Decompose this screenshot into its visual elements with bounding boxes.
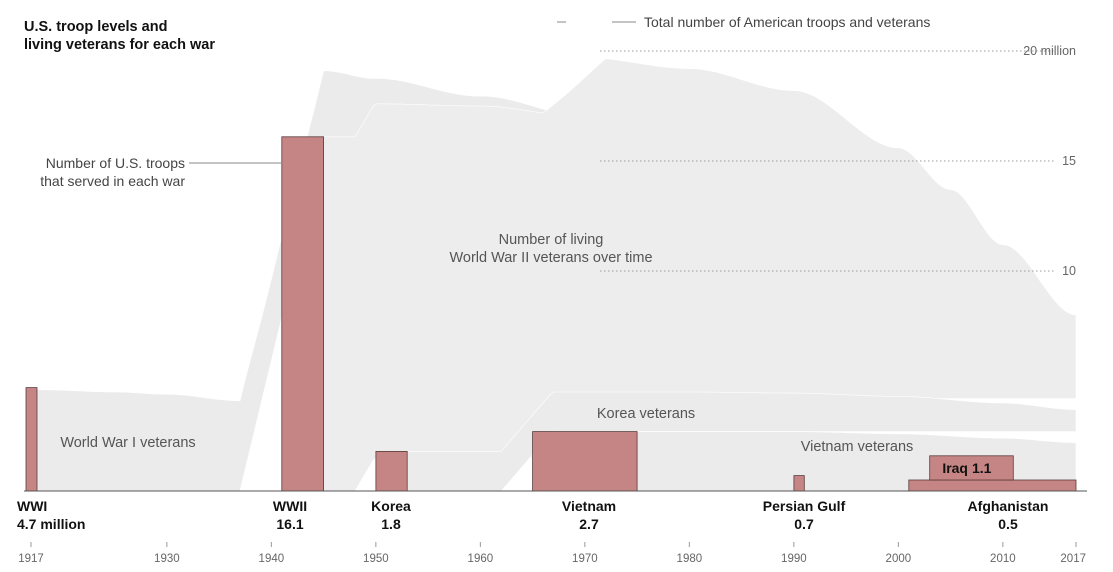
- war-value-vietnam: 2.7: [579, 516, 599, 532]
- y-tick-label-20: 20 million: [1023, 44, 1076, 58]
- war-name-iraq: Iraq: [942, 460, 968, 476]
- bands-layer: [35, 58, 1077, 492]
- war-value-persian-gulf: 0.7: [794, 516, 814, 532]
- troops-annotation-line2: that served in each war: [40, 173, 185, 189]
- x-tick-label-1970: 1970: [572, 553, 598, 565]
- x-tick-label-1960: 1960: [468, 553, 494, 565]
- war-value-korea: 1.8: [381, 516, 401, 532]
- war-name-persian-gulf: Persian Gulf: [763, 498, 846, 514]
- war-value-wwi: 4.7 million: [17, 516, 85, 532]
- wwi-veterans-label: World War I veterans: [60, 435, 195, 451]
- x-axis: 1917 1930 1940 1950 1960 1970 1980 1990 2000 2010…: [18, 542, 1086, 565]
- war-name-vietnam: Vietnam: [562, 498, 616, 514]
- x-tick-label-2000: 2000: [886, 553, 912, 565]
- x-tick-label-1990: 1990: [781, 553, 807, 565]
- bar-vietnam: [532, 431, 638, 492]
- bar-iraq: [929, 455, 1014, 481]
- wwii-veterans-label-line2: World War II veterans over time: [449, 250, 652, 266]
- x-tick-label-1980: 1980: [677, 553, 703, 565]
- x-tick-label-1930: 1930: [154, 553, 180, 565]
- bar-afghanistan: [908, 479, 1077, 492]
- wwii-veterans-label-line1: Number of living: [499, 232, 604, 248]
- x-tick-label-1940: 1940: [259, 553, 285, 565]
- war-name-korea: Korea: [371, 498, 411, 514]
- war-name-afghanistan: Afghanistan: [968, 498, 1049, 514]
- bars-layer: [25, 136, 1077, 492]
- war-value-afghanistan: 0.5: [998, 516, 1018, 532]
- x-tick-label-1950: 1950: [363, 553, 389, 565]
- korea-veterans-label: Korea veterans: [597, 406, 695, 422]
- bar-wwi: [25, 387, 38, 492]
- bar-wwii: [281, 136, 324, 492]
- war-value-iraq: 1.1: [972, 460, 992, 476]
- war-name-wwi: WWI: [17, 498, 47, 514]
- troops-annotation-line1: Number of U.S. troops: [46, 155, 185, 171]
- total-annotation: Total number of American troops and vete…: [644, 14, 930, 30]
- y-tick-label-10: 10: [1062, 264, 1076, 278]
- y-ticks-layer: 10 15 20 million: [600, 44, 1076, 278]
- war-name-wwii: WWII: [273, 498, 307, 514]
- x-tick-label-2010: 2010: [990, 553, 1016, 565]
- chart-title-line1: U.S. troop levels and: [24, 19, 167, 35]
- y-tick-label-15: 15: [1062, 154, 1076, 168]
- bar-korea: [375, 450, 408, 492]
- war-value-wwii: 16.1: [276, 516, 303, 532]
- x-tick-label-2017: 2017: [1060, 553, 1086, 565]
- x-tick-label-1917: 1917: [18, 553, 44, 565]
- chart-title-line2: living veterans for each war: [24, 37, 215, 53]
- vietnam-veterans-label: Vietnam veterans: [801, 439, 914, 455]
- bar-persian-gulf: [793, 475, 805, 492]
